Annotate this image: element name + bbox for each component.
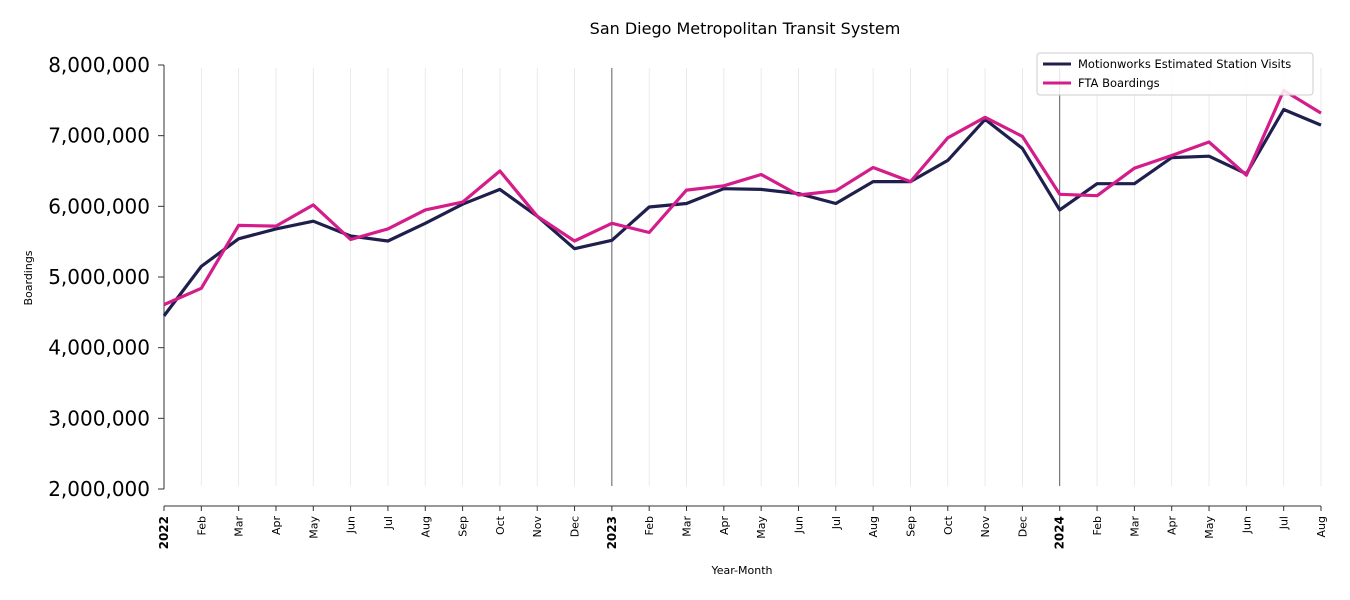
y-tick-label: 5,000,000 <box>48 265 150 289</box>
legend-label-fta: FTA Boardings <box>1078 76 1160 90</box>
chart-title: San Diego Metropolitan Transit System <box>590 19 901 38</box>
x-tick-label: Feb <box>1091 516 1104 535</box>
x-tick-label: Oct <box>942 515 955 535</box>
legend-label-motionworks: Motionworks Estimated Station Visits <box>1078 57 1291 71</box>
x-tick-label: Aug <box>1315 516 1328 537</box>
y-tick-label: 7,000,000 <box>48 124 150 148</box>
x-tick-label: Dec <box>569 516 582 537</box>
x-tick-label: Apr <box>1166 516 1179 536</box>
x-tick-label: Aug <box>419 516 432 537</box>
x-tick-label: Feb <box>195 516 208 535</box>
x-tick-label-year: 2022 <box>157 516 171 549</box>
y-tick-label: 4,000,000 <box>48 336 150 360</box>
x-tick-label: Sep <box>457 516 470 537</box>
y-tick-label: 8,000,000 <box>48 53 150 77</box>
x-tick-label: Apr <box>718 516 731 536</box>
x-tick-label: Mar <box>681 516 694 537</box>
y-tick-label: 3,000,000 <box>48 406 150 430</box>
x-axis-label: Year-Month <box>710 564 772 577</box>
x-axis: 2022 Feb Mar Apr May Jun Jul Aug Sep Oct Nov Dec 202… <box>157 505 1328 549</box>
x-tick-label: Feb <box>643 516 656 535</box>
x-tick-label: May <box>307 516 320 539</box>
x-tick-label: Dec <box>1016 516 1029 537</box>
x-tick-label: Sep <box>904 516 917 537</box>
x-tick-label: Nov <box>531 516 544 538</box>
series-line-motionworks <box>162 107 1322 317</box>
y-axis-label: Boardings <box>22 250 35 305</box>
y-axis: 2,000,000 3,000,000 4,000,000 5,000,000 6,00… <box>48 53 165 501</box>
x-tick-label: Jul <box>830 516 843 530</box>
legend: Motionworks Estimated Station Visits FTA… <box>1036 52 1314 96</box>
x-tick-label: Mar <box>1128 516 1141 537</box>
legend-box <box>1036 52 1314 96</box>
x-tick-label: May <box>755 516 768 539</box>
x-tick-label: Nov <box>979 516 992 538</box>
y-tick-label: 6,000,000 <box>48 194 150 218</box>
x-tick-label-year: 2023 <box>605 516 619 549</box>
x-tick-label: Jun <box>345 516 358 534</box>
grid <box>200 68 1322 486</box>
series-line-fta <box>163 88 1322 307</box>
x-tick-label-year: 2024 <box>1053 516 1067 549</box>
y-tick-label: 2,000,000 <box>48 477 150 501</box>
x-tick-label: Apr <box>270 516 283 536</box>
series <box>162 88 1322 317</box>
x-tick-label: Jun <box>1240 516 1253 534</box>
x-tick-label: Oct <box>494 515 507 535</box>
x-tick-label: Mar <box>233 516 246 537</box>
x-tick-label: Jun <box>792 516 805 534</box>
x-tick-label: May <box>1203 516 1216 539</box>
x-tick-label: Jul <box>382 516 395 530</box>
x-tick-label: Jul <box>1278 516 1291 530</box>
x-tick-label: Aug <box>867 516 880 537</box>
